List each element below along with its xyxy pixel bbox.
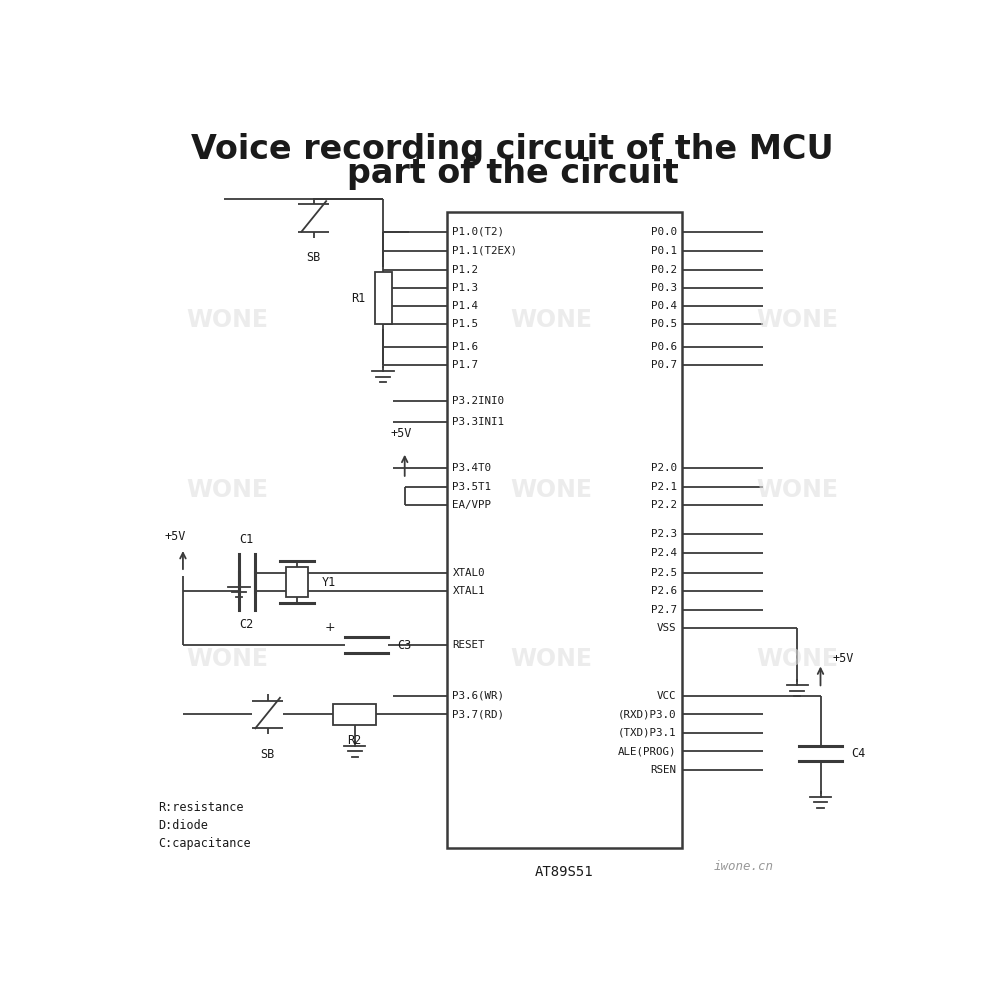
Text: R:resistance
D:diode
C:capacitance: R:resistance D:diode C:capacitance xyxy=(158,801,251,850)
Text: P2.1: P2.1 xyxy=(651,482,677,492)
Text: WONE: WONE xyxy=(187,647,269,671)
Text: WONE: WONE xyxy=(187,308,269,332)
Text: P1.7: P1.7 xyxy=(452,360,478,370)
Text: SB: SB xyxy=(307,251,321,264)
Text: R2: R2 xyxy=(348,734,362,747)
Text: iwone.cn: iwone.cn xyxy=(714,860,774,873)
Text: WONE: WONE xyxy=(756,308,838,332)
Text: XTAL1: XTAL1 xyxy=(452,586,485,596)
Text: P0.6: P0.6 xyxy=(651,342,677,352)
Text: R1: R1 xyxy=(351,292,365,305)
Text: RESET: RESET xyxy=(452,640,485,650)
Text: P1.5: P1.5 xyxy=(452,319,478,329)
Text: P0.3: P0.3 xyxy=(651,283,677,293)
Text: P1.4: P1.4 xyxy=(452,301,478,311)
Text: XTAL0: XTAL0 xyxy=(452,568,485,578)
Text: Voice recording circuit of the MCU: Voice recording circuit of the MCU xyxy=(191,133,834,166)
Bar xyxy=(447,212,682,848)
Text: P2.3: P2.3 xyxy=(651,529,677,539)
Text: (TXD)P3.1: (TXD)P3.1 xyxy=(618,728,677,738)
Text: WONE: WONE xyxy=(510,308,592,332)
Bar xyxy=(375,272,392,324)
Text: WONE: WONE xyxy=(187,478,269,502)
Text: P2.4: P2.4 xyxy=(651,548,677,558)
Text: P2.6: P2.6 xyxy=(651,586,677,596)
Text: +5V: +5V xyxy=(832,652,853,666)
Text: Y1: Y1 xyxy=(322,576,336,588)
Text: +5V: +5V xyxy=(390,427,412,440)
Text: P3.6(WR): P3.6(WR) xyxy=(452,691,504,701)
Text: C2: C2 xyxy=(240,618,254,631)
Text: (RXD)P3.0: (RXD)P3.0 xyxy=(618,709,677,719)
Text: P0.7: P0.7 xyxy=(651,360,677,370)
Text: P1.0(T2): P1.0(T2) xyxy=(452,227,504,237)
Text: P0.0: P0.0 xyxy=(651,227,677,237)
Text: WONE: WONE xyxy=(510,647,592,671)
Text: P3.7(RD): P3.7(RD) xyxy=(452,709,504,719)
Text: part of the circuit: part of the circuit xyxy=(347,157,678,190)
Text: +: + xyxy=(325,621,335,634)
Text: P3.2INI0: P3.2INI0 xyxy=(452,396,504,406)
Text: +5V: +5V xyxy=(165,530,186,543)
Text: P2.0: P2.0 xyxy=(651,463,677,473)
Text: P0.4: P0.4 xyxy=(651,301,677,311)
Text: P2.2: P2.2 xyxy=(651,500,677,510)
Text: WONE: WONE xyxy=(756,478,838,502)
Text: VSS: VSS xyxy=(657,623,677,633)
Text: EA/VPP: EA/VPP xyxy=(452,500,491,510)
Text: RSEN: RSEN xyxy=(651,765,677,775)
Text: P3.5T1: P3.5T1 xyxy=(452,482,491,492)
Text: P0.5: P0.5 xyxy=(651,319,677,329)
Text: AT89S51: AT89S51 xyxy=(535,865,594,879)
Text: P2.5: P2.5 xyxy=(651,568,677,578)
Text: P1.1(T2EX): P1.1(T2EX) xyxy=(452,246,517,256)
Text: WONE: WONE xyxy=(510,478,592,502)
Text: SB: SB xyxy=(261,748,275,761)
Text: C4: C4 xyxy=(851,747,866,760)
Text: P1.6: P1.6 xyxy=(452,342,478,352)
Text: VCC: VCC xyxy=(657,691,677,701)
Bar xyxy=(286,567,308,597)
Text: WONE: WONE xyxy=(756,647,838,671)
Text: P0.1: P0.1 xyxy=(651,246,677,256)
Text: P1.2: P1.2 xyxy=(452,265,478,275)
Text: ALE(PROG): ALE(PROG) xyxy=(618,746,677,756)
Text: P1.3: P1.3 xyxy=(452,283,478,293)
Text: P2.7: P2.7 xyxy=(651,605,677,615)
Text: C1: C1 xyxy=(240,533,254,546)
Text: C3: C3 xyxy=(397,639,411,652)
Text: P0.2: P0.2 xyxy=(651,265,677,275)
Text: P3.3INI1: P3.3INI1 xyxy=(452,417,504,427)
Bar xyxy=(333,704,376,725)
Text: P3.4T0: P3.4T0 xyxy=(452,463,491,473)
